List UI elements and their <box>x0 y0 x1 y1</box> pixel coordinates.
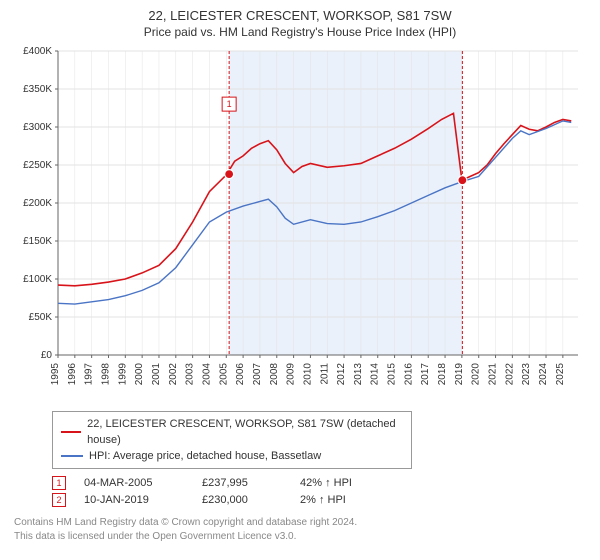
svg-text:2004: 2004 <box>201 363 212 386</box>
svg-text:£150K: £150K <box>23 236 52 247</box>
legend-row: HPI: Average price, detached house, Bass… <box>61 448 403 464</box>
sale-date: 04-MAR-2005 <box>84 477 184 489</box>
svg-text:£300K: £300K <box>23 122 52 133</box>
svg-text:2010: 2010 <box>302 363 313 386</box>
svg-text:£0: £0 <box>41 350 53 361</box>
line-chart-svg: £0 £50K £100K £150K £200K £250K £300K £350K £400… <box>14 45 586 405</box>
svg-text:2008: 2008 <box>269 363 280 386</box>
svg-text:1998: 1998 <box>100 363 111 386</box>
svg-text:2019: 2019 <box>454 363 465 386</box>
svg-text:2017: 2017 <box>420 363 431 386</box>
chart-title: 22, LEICESTER CRESCENT, WORKSOP, S81 7SW <box>14 8 586 23</box>
svg-text:£400K: £400K <box>23 46 52 57</box>
chart-area: £0 £50K £100K £150K £200K £250K £300K £350K £400… <box>14 45 586 405</box>
svg-text:£350K: £350K <box>23 84 52 95</box>
svg-text:2023: 2023 <box>521 363 532 386</box>
footer: Contains HM Land Registry data © Crown c… <box>14 516 586 543</box>
sale-price: £237,995 <box>202 477 282 489</box>
svg-text:2024: 2024 <box>538 363 549 386</box>
svg-text:2007: 2007 <box>252 363 263 386</box>
footer-line-2: This data is licensed under the Open Gov… <box>14 530 586 544</box>
svg-text:2011: 2011 <box>319 363 330 385</box>
svg-text:2021: 2021 <box>488 363 499 386</box>
sale-marker: 2 <box>52 493 66 507</box>
sale-row: 1 04-MAR-2005 £237,995 42% ↑ HPI <box>52 476 586 490</box>
footer-line-1: Contains HM Land Registry data © Crown c… <box>14 516 586 530</box>
svg-text:£200K: £200K <box>23 198 52 209</box>
svg-text:2001: 2001 <box>151 363 162 386</box>
sale-marker: 1 <box>52 476 66 490</box>
sales-table: 1 04-MAR-2005 £237,995 42% ↑ HPI 2 10-JAN-201… <box>52 473 586 510</box>
legend-swatch <box>61 455 83 457</box>
svg-text:£100K: £100K <box>23 274 52 285</box>
svg-text:2006: 2006 <box>235 363 246 386</box>
title-block: 22, LEICESTER CRESCENT, WORKSOP, S81 7SW… <box>14 8 586 39</box>
chart-container: 22, LEICESTER CRESCENT, WORKSOP, S81 7SW… <box>0 0 600 560</box>
svg-text:1997: 1997 <box>84 363 95 386</box>
svg-text:£250K: £250K <box>23 160 52 171</box>
svg-text:2018: 2018 <box>437 363 448 386</box>
sale-price: £230,000 <box>202 494 282 506</box>
legend-label: HPI: Average price, detached house, Bass… <box>89 448 321 464</box>
sale-pct: 42% ↑ HPI <box>300 477 390 489</box>
legend: 22, LEICESTER CRESCENT, WORKSOP, S81 7SW… <box>52 411 412 469</box>
svg-text:2015: 2015 <box>387 363 398 386</box>
svg-text:2009: 2009 <box>286 363 297 386</box>
svg-text:2002: 2002 <box>168 363 179 386</box>
legend-swatch <box>61 431 81 433</box>
sale-pct: 2% ↑ HPI <box>300 494 390 506</box>
svg-text:1: 1 <box>227 99 232 109</box>
svg-text:1996: 1996 <box>67 363 78 386</box>
svg-text:2000: 2000 <box>134 363 145 386</box>
legend-label: 22, LEICESTER CRESCENT, WORKSOP, S81 7SW… <box>87 416 403 448</box>
svg-text:2020: 2020 <box>471 363 482 386</box>
svg-text:2003: 2003 <box>185 363 196 386</box>
svg-text:2005: 2005 <box>218 363 229 386</box>
svg-text:1995: 1995 <box>50 363 61 386</box>
svg-text:2013: 2013 <box>353 363 364 386</box>
chart-subtitle: Price paid vs. HM Land Registry's House … <box>14 25 586 39</box>
svg-text:£50K: £50K <box>29 312 53 323</box>
svg-text:1999: 1999 <box>117 363 128 386</box>
legend-row: 22, LEICESTER CRESCENT, WORKSOP, S81 7SW… <box>61 416 403 448</box>
svg-text:2014: 2014 <box>370 363 381 386</box>
svg-text:2025: 2025 <box>555 363 566 386</box>
svg-text:2022: 2022 <box>504 363 515 386</box>
sale-date: 10-JAN-2019 <box>84 494 184 506</box>
svg-text:2012: 2012 <box>336 363 347 386</box>
sale-row: 2 10-JAN-2019 £230,000 2% ↑ HPI <box>52 493 586 507</box>
svg-text:2016: 2016 <box>403 363 414 386</box>
